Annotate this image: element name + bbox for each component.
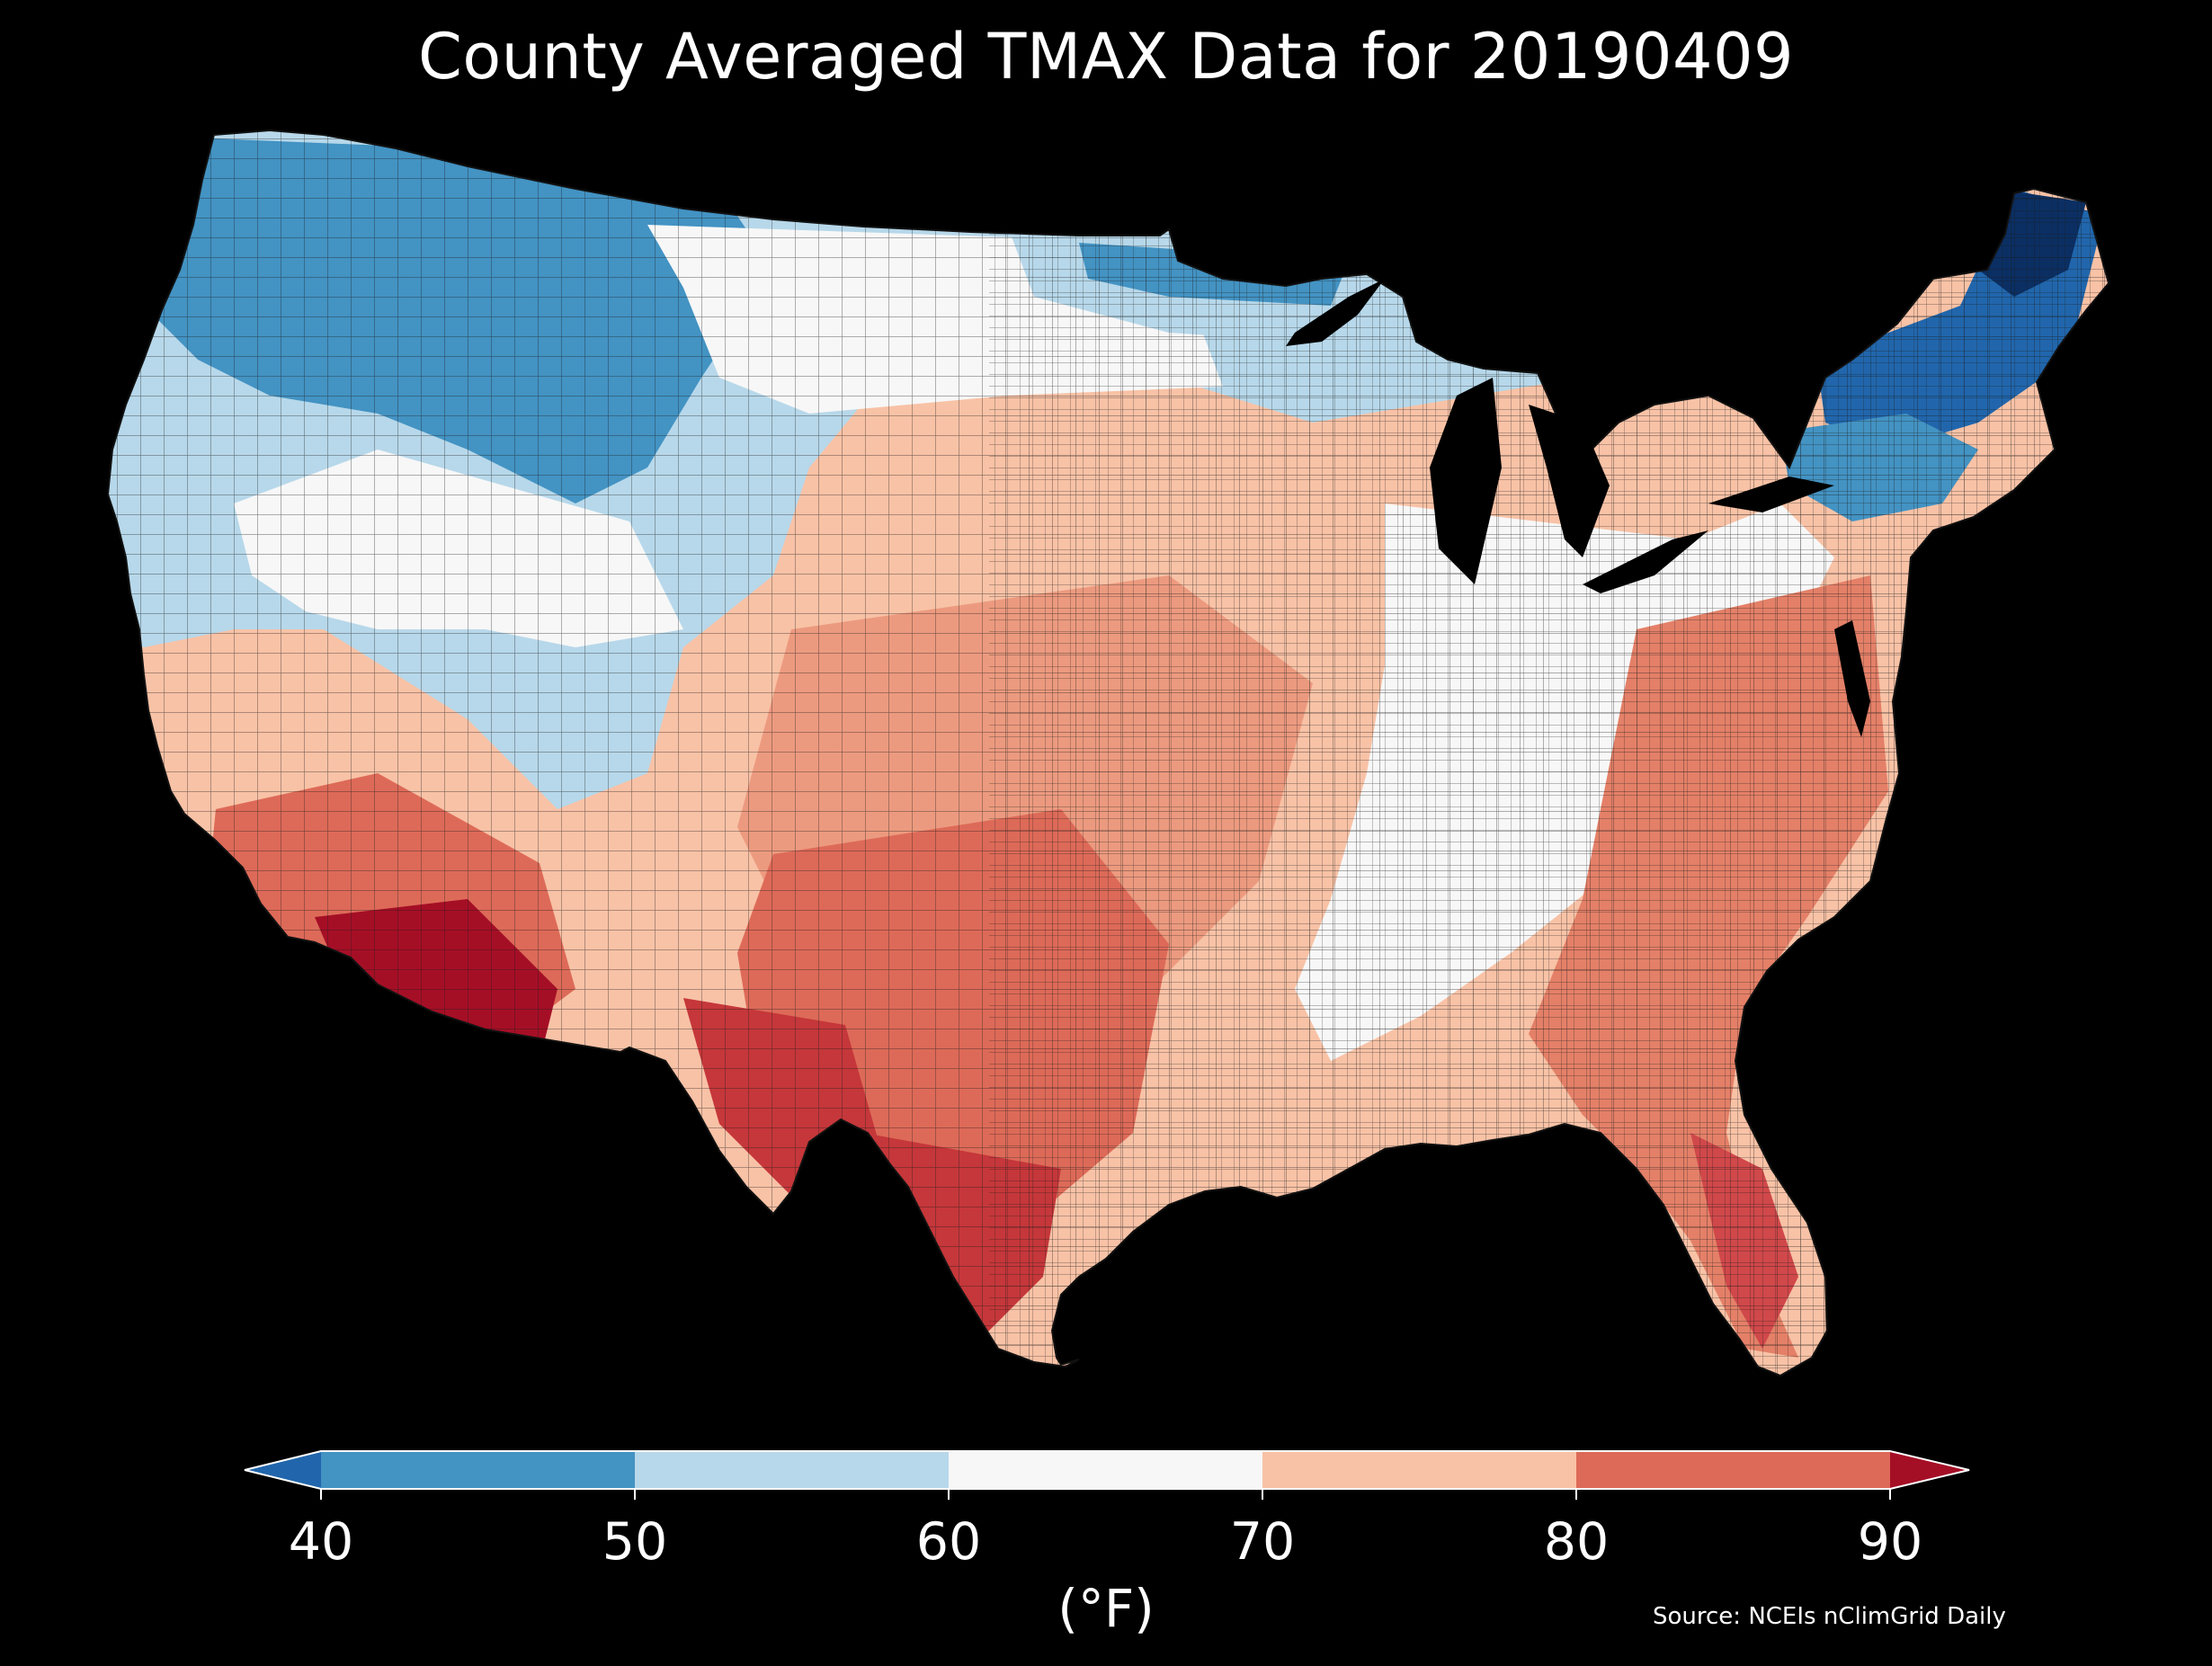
- colorbar-tick-70: 70: [1229, 1512, 1296, 1572]
- colorbar-bin-80-90: [1576, 1451, 1890, 1489]
- colorbar-tick-90: 90: [1857, 1512, 1923, 1572]
- colorbar-tick-80: 80: [1543, 1512, 1610, 1572]
- colorbar-tick-60: 60: [915, 1512, 982, 1572]
- colorbar-bin-40-50: [321, 1451, 635, 1489]
- lake-huron: [1529, 405, 1610, 557]
- colorbar-extend-high: [1890, 1451, 1969, 1489]
- chesapeake-bay: [1834, 620, 1870, 737]
- colorbar-extend-low: [245, 1451, 321, 1489]
- source-label: Source: NCEIs nClimGrid Daily: [1653, 1603, 2006, 1630]
- colorbar-bin-60-70: [949, 1451, 1262, 1489]
- lake-superior: [1286, 279, 1385, 346]
- colorbar-bin-50-60: [635, 1451, 949, 1489]
- lake-ontario: [1708, 477, 1834, 512]
- lake-michigan: [1430, 378, 1502, 584]
- map-title: County Averaged TMAX Data for 20190409: [417, 20, 1795, 94]
- colorbar-bin-70-80: [1262, 1451, 1576, 1489]
- colorbar-tick-40: 40: [288, 1512, 354, 1572]
- colorbar-unit-label: (°F): [1057, 1578, 1155, 1639]
- colorbar-tick-50: 50: [602, 1512, 668, 1572]
- lake-erie: [1583, 530, 1708, 593]
